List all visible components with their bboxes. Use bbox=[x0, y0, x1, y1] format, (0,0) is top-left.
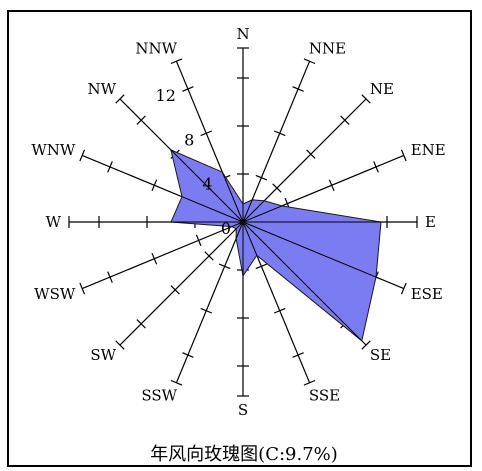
axis-spoke-nne bbox=[242, 60, 311, 223]
axis-tick bbox=[255, 174, 268, 181]
direction-label-wsw: WSW bbox=[34, 285, 76, 303]
axis-tick bbox=[200, 307, 213, 314]
axis-tick bbox=[79, 149, 86, 162]
axis-tick bbox=[170, 285, 180, 295]
radial-tick-label: 12 bbox=[156, 86, 176, 105]
value-spoke-se bbox=[242, 221, 363, 342]
axis-tick bbox=[306, 149, 316, 159]
axis-tick bbox=[303, 379, 316, 386]
axis-tick bbox=[107, 161, 113, 173]
axis-tick bbox=[136, 115, 146, 125]
axis-tick bbox=[136, 319, 146, 329]
axis-tick bbox=[170, 58, 183, 65]
axis-tick bbox=[400, 282, 407, 295]
direction-label-nw: NW bbox=[88, 80, 117, 98]
value-spoke-wsw bbox=[231, 221, 244, 228]
axis-tick bbox=[303, 58, 316, 65]
axis-tick bbox=[204, 251, 214, 261]
value-spoke-nw bbox=[170, 149, 244, 223]
axis-tick bbox=[195, 234, 202, 247]
axis-tick bbox=[361, 94, 371, 104]
direction-label-se: SE bbox=[370, 346, 391, 364]
direction-label-w: W bbox=[46, 213, 62, 231]
axis-tick bbox=[182, 86, 194, 92]
axis-tick bbox=[255, 263, 268, 270]
value-spoke-ene bbox=[242, 205, 282, 223]
axis-tick bbox=[151, 179, 158, 192]
axis-tick bbox=[361, 340, 371, 350]
axis-tick bbox=[400, 149, 407, 162]
direction-label-sse: SSE bbox=[309, 387, 340, 405]
direction-label-ssw: SSW bbox=[141, 387, 177, 405]
axis-tick bbox=[273, 130, 286, 137]
value-spoke-nne bbox=[242, 199, 253, 223]
axis-tick bbox=[273, 307, 286, 314]
direction-label-e: E bbox=[425, 213, 436, 231]
radial-tick-label: 0 bbox=[221, 219, 231, 238]
polygon-layer bbox=[170, 149, 382, 342]
value-spoke-ssw bbox=[235, 221, 244, 239]
direction-label-wnw: WNW bbox=[31, 141, 76, 159]
axis-tick bbox=[218, 263, 231, 270]
axis-spoke-wsw bbox=[81, 221, 244, 290]
value-spoke-wnw bbox=[181, 196, 244, 223]
axis-spoke-sw bbox=[119, 221, 244, 346]
value-spoke-sw bbox=[235, 221, 244, 230]
axis-tick bbox=[328, 179, 335, 192]
value-spoke-ne bbox=[242, 200, 265, 223]
value-spoke-nnw bbox=[221, 171, 244, 223]
axis-tick bbox=[151, 252, 158, 265]
axis-tick bbox=[170, 379, 183, 386]
axis-tick bbox=[107, 271, 113, 283]
axis-tick bbox=[200, 130, 213, 137]
chart-title: 年风向玫瑰图(C:9.7%) bbox=[150, 444, 338, 465]
value-spoke-ese bbox=[242, 221, 377, 278]
axis-tick bbox=[182, 352, 194, 358]
direction-label-nne: NNE bbox=[309, 39, 346, 57]
axis-tick bbox=[292, 352, 304, 358]
direction-label-sw: SW bbox=[90, 346, 116, 364]
radial-tick-label: 4 bbox=[202, 175, 212, 194]
axis-tick bbox=[79, 282, 86, 295]
direction-label-n: N bbox=[236, 25, 249, 43]
direction-label-ne: NE bbox=[370, 80, 394, 98]
value-spoke-sse bbox=[242, 221, 258, 256]
axis-tick bbox=[373, 161, 379, 173]
axis-spoke-ssw bbox=[175, 221, 244, 384]
axis-tick bbox=[292, 86, 304, 92]
axis-tick bbox=[115, 340, 125, 350]
direction-label-nnw: NNW bbox=[135, 39, 177, 57]
direction-label-ene: ENE bbox=[411, 141, 446, 159]
direction-label-s: S bbox=[238, 401, 248, 419]
radial-tick-label: 8 bbox=[184, 130, 194, 149]
direction-label-ese: ESE bbox=[411, 285, 443, 303]
labels-layer: N NNE NE ENE E ESE SE SSE S SSW SW WSW W WNW NW NNW 0 4 8 1… bbox=[31, 25, 445, 419]
axis-tick bbox=[272, 183, 282, 193]
axis-tick bbox=[340, 115, 350, 125]
axis-tick bbox=[115, 94, 125, 104]
